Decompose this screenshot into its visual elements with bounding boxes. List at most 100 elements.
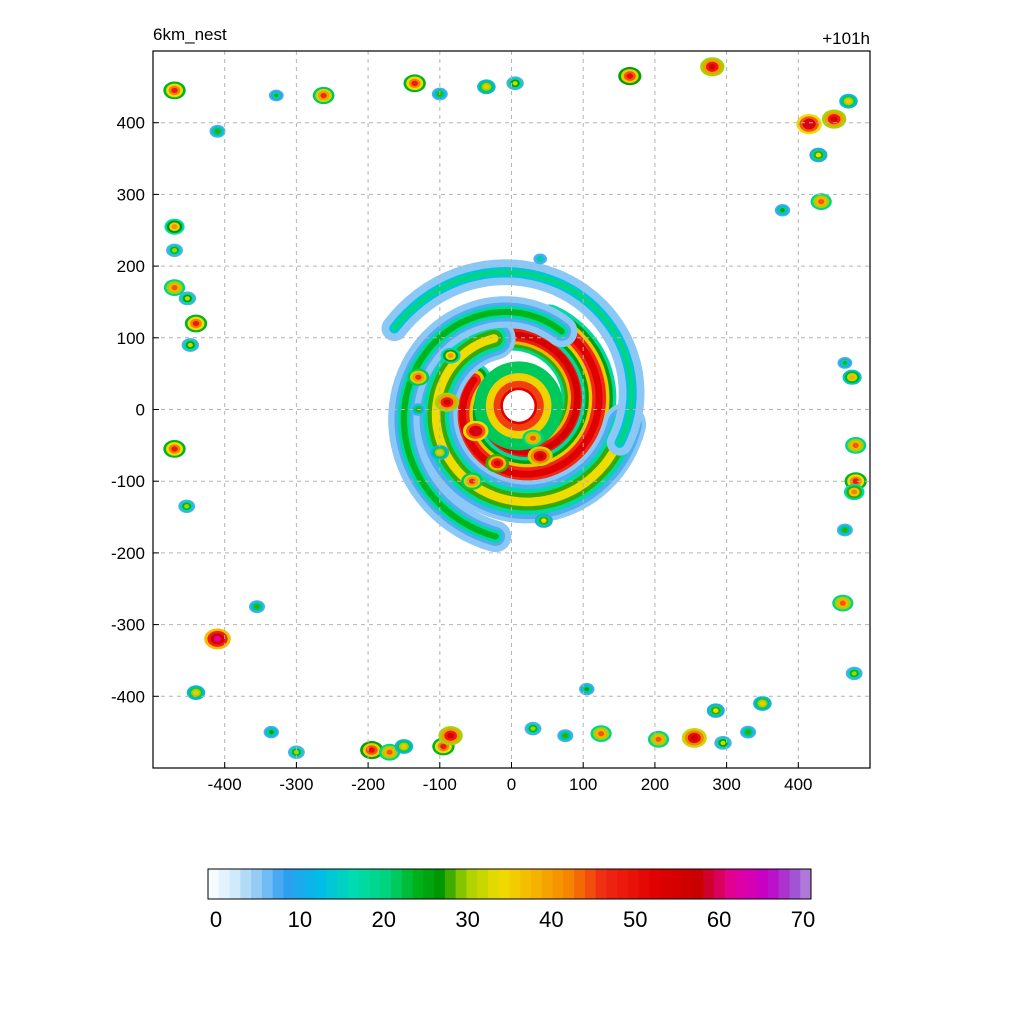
chart-title: 6km_nest [153,25,227,44]
colorbar-swatch [283,869,295,899]
convective-cell [204,628,231,650]
convective-cell [534,513,553,528]
colorbar-tick-label: 50 [623,907,647,932]
colorbar-swatch [369,869,381,899]
colorbar-swatch [251,869,263,899]
convective-cell [842,369,862,385]
y-tick-label: -400 [111,687,145,706]
colorbar-swatch [391,869,403,899]
colorbar-swatch [315,869,327,899]
colorbar-swatch [347,869,360,899]
colorbar-swatch [649,869,661,899]
cell-contour [293,750,299,755]
convective-cell [837,357,853,369]
rain-band-5 [381,259,645,456]
convective-cell [263,725,279,739]
colorbar-swatch [660,869,672,899]
cell-contour [386,749,393,755]
x-tick-label: -200 [351,775,385,794]
colorbar-swatch [477,869,489,899]
convective-cell [839,93,858,109]
convective-cell [700,57,725,77]
cell-contour [213,635,222,642]
convective-cell [647,730,670,748]
colorbar-swatch [671,869,683,899]
cell-contour [320,92,327,99]
colorbar-swatch [229,869,241,899]
colorbar-swatch [778,869,790,899]
cell-contour [472,428,480,434]
cell-contour [830,116,838,122]
convective-cell [312,86,335,105]
convective-cell [249,600,265,614]
convective-cell [843,483,865,501]
convective-cell [557,729,574,743]
colorbar-swatch [724,869,737,899]
convective-cell [810,193,832,211]
convective-cell [461,472,483,490]
cell-contour [690,735,698,741]
cell-contour [171,248,178,253]
cell-contour [447,353,454,359]
convective-cell [618,67,642,86]
y-tick-label: -300 [111,616,145,635]
colorbar-swatch [261,869,274,899]
x-tick-label: -300 [279,775,313,794]
colorbar-swatch [444,869,457,899]
colorbar-swatch [757,869,769,899]
colorbar-swatch [541,869,553,899]
cell-contour [530,435,536,441]
colorbar-swatch [800,869,812,899]
cell-contour [187,342,193,348]
reflectivity-field [163,57,867,761]
rain-band-layer [391,269,635,446]
cell-contour [469,478,476,484]
colorbar-swatch [380,869,392,899]
cell-contour [483,84,490,90]
cell-contour [184,296,190,301]
cell-contour [598,731,605,737]
x-axis: -400 -300 -200 -100 0 100 200 300 400 [208,762,812,794]
colorbar-swatch [627,869,640,899]
forecast-hour-label: +101h [822,29,870,48]
colorbar-swatch [272,869,284,899]
colorbar-tick-label: 20 [371,907,395,932]
y-tick-label: 400 [117,114,145,133]
cell-contour [626,73,633,79]
storm-eye [502,390,535,422]
convective-cell [579,682,595,696]
colorbar-swatch [304,869,317,899]
colorbar-swatch [434,869,446,899]
x-tick-label: 0 [507,775,516,794]
cell-contour [562,733,568,738]
x-tick-label: 200 [641,775,669,794]
colorbar-swatch [455,869,467,899]
cell-contour [440,743,447,750]
cell-contour [401,744,407,749]
cell-contour [845,98,852,104]
y-tick-label: 200 [117,257,145,276]
colorbar-swatch [789,869,801,899]
x-tick-label: -400 [208,775,242,794]
cell-contour [839,600,846,606]
convective-cell [438,726,463,746]
cell-contour [851,489,858,495]
convective-cell [268,89,284,102]
cell-contour [171,446,178,452]
convective-cell [796,114,822,135]
convective-cell [434,392,460,412]
cell-contour [411,80,418,87]
y-tick-label: 0 [136,401,145,420]
colorbar-swatch [746,869,758,899]
convective-cell [166,243,183,257]
colorbar-frame [207,868,812,900]
convective-cell [706,703,725,718]
convective-cell [164,218,185,235]
y-tick-label: -200 [111,544,145,563]
cell-contour [805,121,813,127]
cell-contour [713,708,719,713]
rain-band-2 [445,304,617,492]
colorbar-tick-label: 10 [288,907,312,932]
convective-cell [209,124,226,138]
cell-contour [215,129,220,134]
